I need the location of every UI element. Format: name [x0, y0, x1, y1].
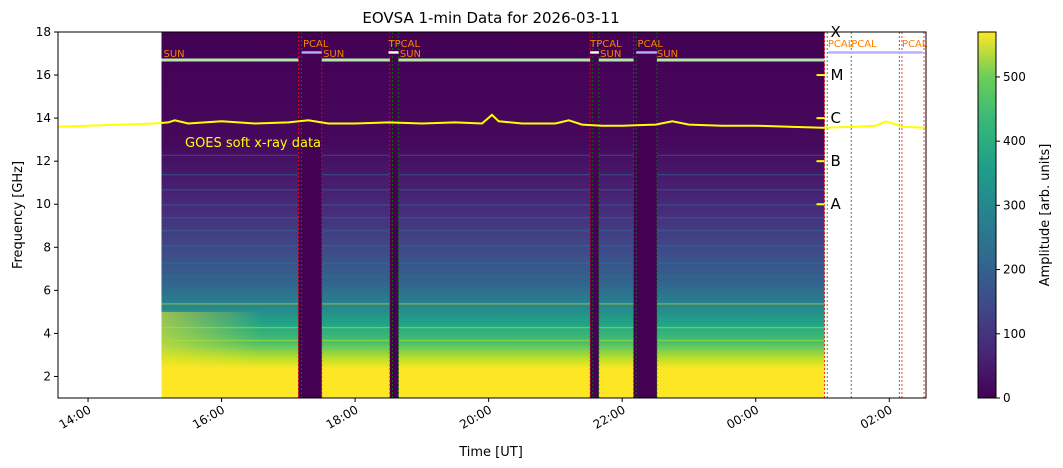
spectrogram-stripe: [161, 230, 825, 232]
goes-curve-line: [58, 113, 926, 129]
scan-label: PCAL: [902, 39, 928, 50]
y-tick-label: 12: [36, 154, 51, 168]
goes-class-label: M: [831, 66, 844, 84]
spectrogram-stripe: [161, 326, 825, 329]
spectrogram-body: [161, 32, 825, 398]
x-tick-label: 02:00: [858, 402, 895, 431]
x-tick-label: 18:00: [324, 402, 361, 431]
scan-label: SUN: [400, 49, 421, 60]
scan-label: SUN: [600, 49, 621, 60]
colorbar-tick-label: 0: [1003, 391, 1011, 405]
spectrogram-stripe: [161, 217, 825, 219]
colorbar-tick-label: 500: [1003, 70, 1026, 84]
goes-class-label: C: [831, 109, 841, 127]
calibration-gap: [298, 32, 322, 398]
spectrogram-bright-region: [161, 311, 262, 398]
plot-frame: [57, 31, 927, 399]
spectrogram-stripe: [161, 189, 825, 191]
goes-label: GOES soft x-ray data: [185, 136, 321, 151]
scan-label: TPCAL: [388, 39, 421, 50]
y-axis-label: Frequency [GHz]: [11, 161, 26, 269]
sun-scan-bar: [398, 58, 591, 62]
plot-area: [58, 32, 926, 398]
sun-scan-bar: [598, 58, 634, 62]
x-tick-label: 16:00: [190, 402, 227, 431]
colorbar-label: Amplitude [arb. units]: [1038, 144, 1053, 287]
goes-class-label: X: [831, 23, 841, 41]
scan-label: TPCAL: [589, 39, 622, 50]
spectrogram-stripe: [161, 245, 825, 247]
sun-scan-bar: [656, 58, 825, 62]
x-axis: 14:00 16:00 18:00 20:00 22:00 00:00 02:00: [57, 398, 895, 432]
pcal-scan-bar: [636, 51, 657, 54]
goes-class-scale: X M C B A: [816, 23, 844, 213]
colorbar-tick-label: 200: [1003, 263, 1026, 277]
calibration-gap: [633, 32, 657, 398]
x-tick-label: 20:00: [457, 402, 494, 431]
y-tick-label: 8: [43, 240, 51, 254]
y-tick-label: 2: [43, 369, 51, 383]
calibration-gap: [389, 32, 399, 398]
spectrogram-stripe: [161, 262, 825, 264]
sun-scan-bar: [321, 58, 390, 62]
y-tick-label: 18: [36, 25, 51, 39]
scan-label: SUN: [323, 49, 344, 60]
y-tick-label: 16: [36, 68, 51, 82]
chart-title: EOVSA 1-min Data for 2026-03-11: [362, 9, 619, 27]
pcal-scan-bar: [301, 51, 322, 54]
colorbar-gradient: [977, 31, 997, 399]
scan-label: PCAL: [828, 39, 854, 50]
x-tick-label: 00:00: [724, 402, 761, 431]
calibration-gap: [590, 32, 599, 398]
tpcal-scan-bar: [388, 51, 399, 54]
scan-labels: SUNPCALSUNTPCALSUNTPCALSUNPCALSUNPCALPCA…: [163, 39, 927, 60]
scan-label: PCAL: [851, 39, 877, 50]
spectrogram-stripe: [161, 339, 825, 342]
goes-curve: [58, 113, 926, 129]
sun-scan-bar: [161, 58, 299, 62]
tpcal-scan-bar: [590, 51, 599, 54]
colorbar: 0 100 200 300 400 500 Amplitude [arb. units]: [977, 31, 1053, 405]
colorbar-tick-label: 100: [1003, 327, 1026, 341]
scan-label: SUN: [163, 49, 184, 60]
scan-label: SUN: [657, 49, 678, 60]
scan-label: PCAL: [638, 39, 664, 50]
x-tick-label: 14:00: [57, 402, 94, 431]
colorbar-ticks: 0 100 200 300 400 500: [996, 70, 1026, 405]
spectrogram: [161, 32, 825, 398]
y-axis: 2 4 6 8 10 12 14 16 18: [36, 25, 58, 383]
spectrogram-stripe: [161, 204, 825, 206]
y-tick-label: 14: [36, 111, 51, 125]
y-tick-label: 4: [43, 326, 51, 340]
scan-bars: [161, 51, 923, 62]
goes-class-label: A: [831, 195, 842, 213]
spectrogram-stripe: [161, 303, 825, 305]
spectrogram-stripe: [161, 154, 825, 157]
spectrogram-stripe: [161, 174, 825, 176]
scan-label: PCAL: [303, 39, 329, 50]
spectrogram-stripe: [161, 275, 825, 277]
scan-markers: [297, 32, 925, 398]
colorbar-tick-label: 300: [1003, 198, 1026, 212]
goes-class-label: B: [831, 152, 841, 170]
x-tick-label: 22:00: [591, 402, 628, 431]
x-axis-label: Time [UT]: [458, 445, 523, 460]
pcal-scan-bar: [827, 51, 923, 54]
y-tick-label: 6: [43, 283, 51, 297]
y-tick-label: 10: [36, 197, 51, 211]
colorbar-tick-label: 400: [1003, 134, 1026, 148]
